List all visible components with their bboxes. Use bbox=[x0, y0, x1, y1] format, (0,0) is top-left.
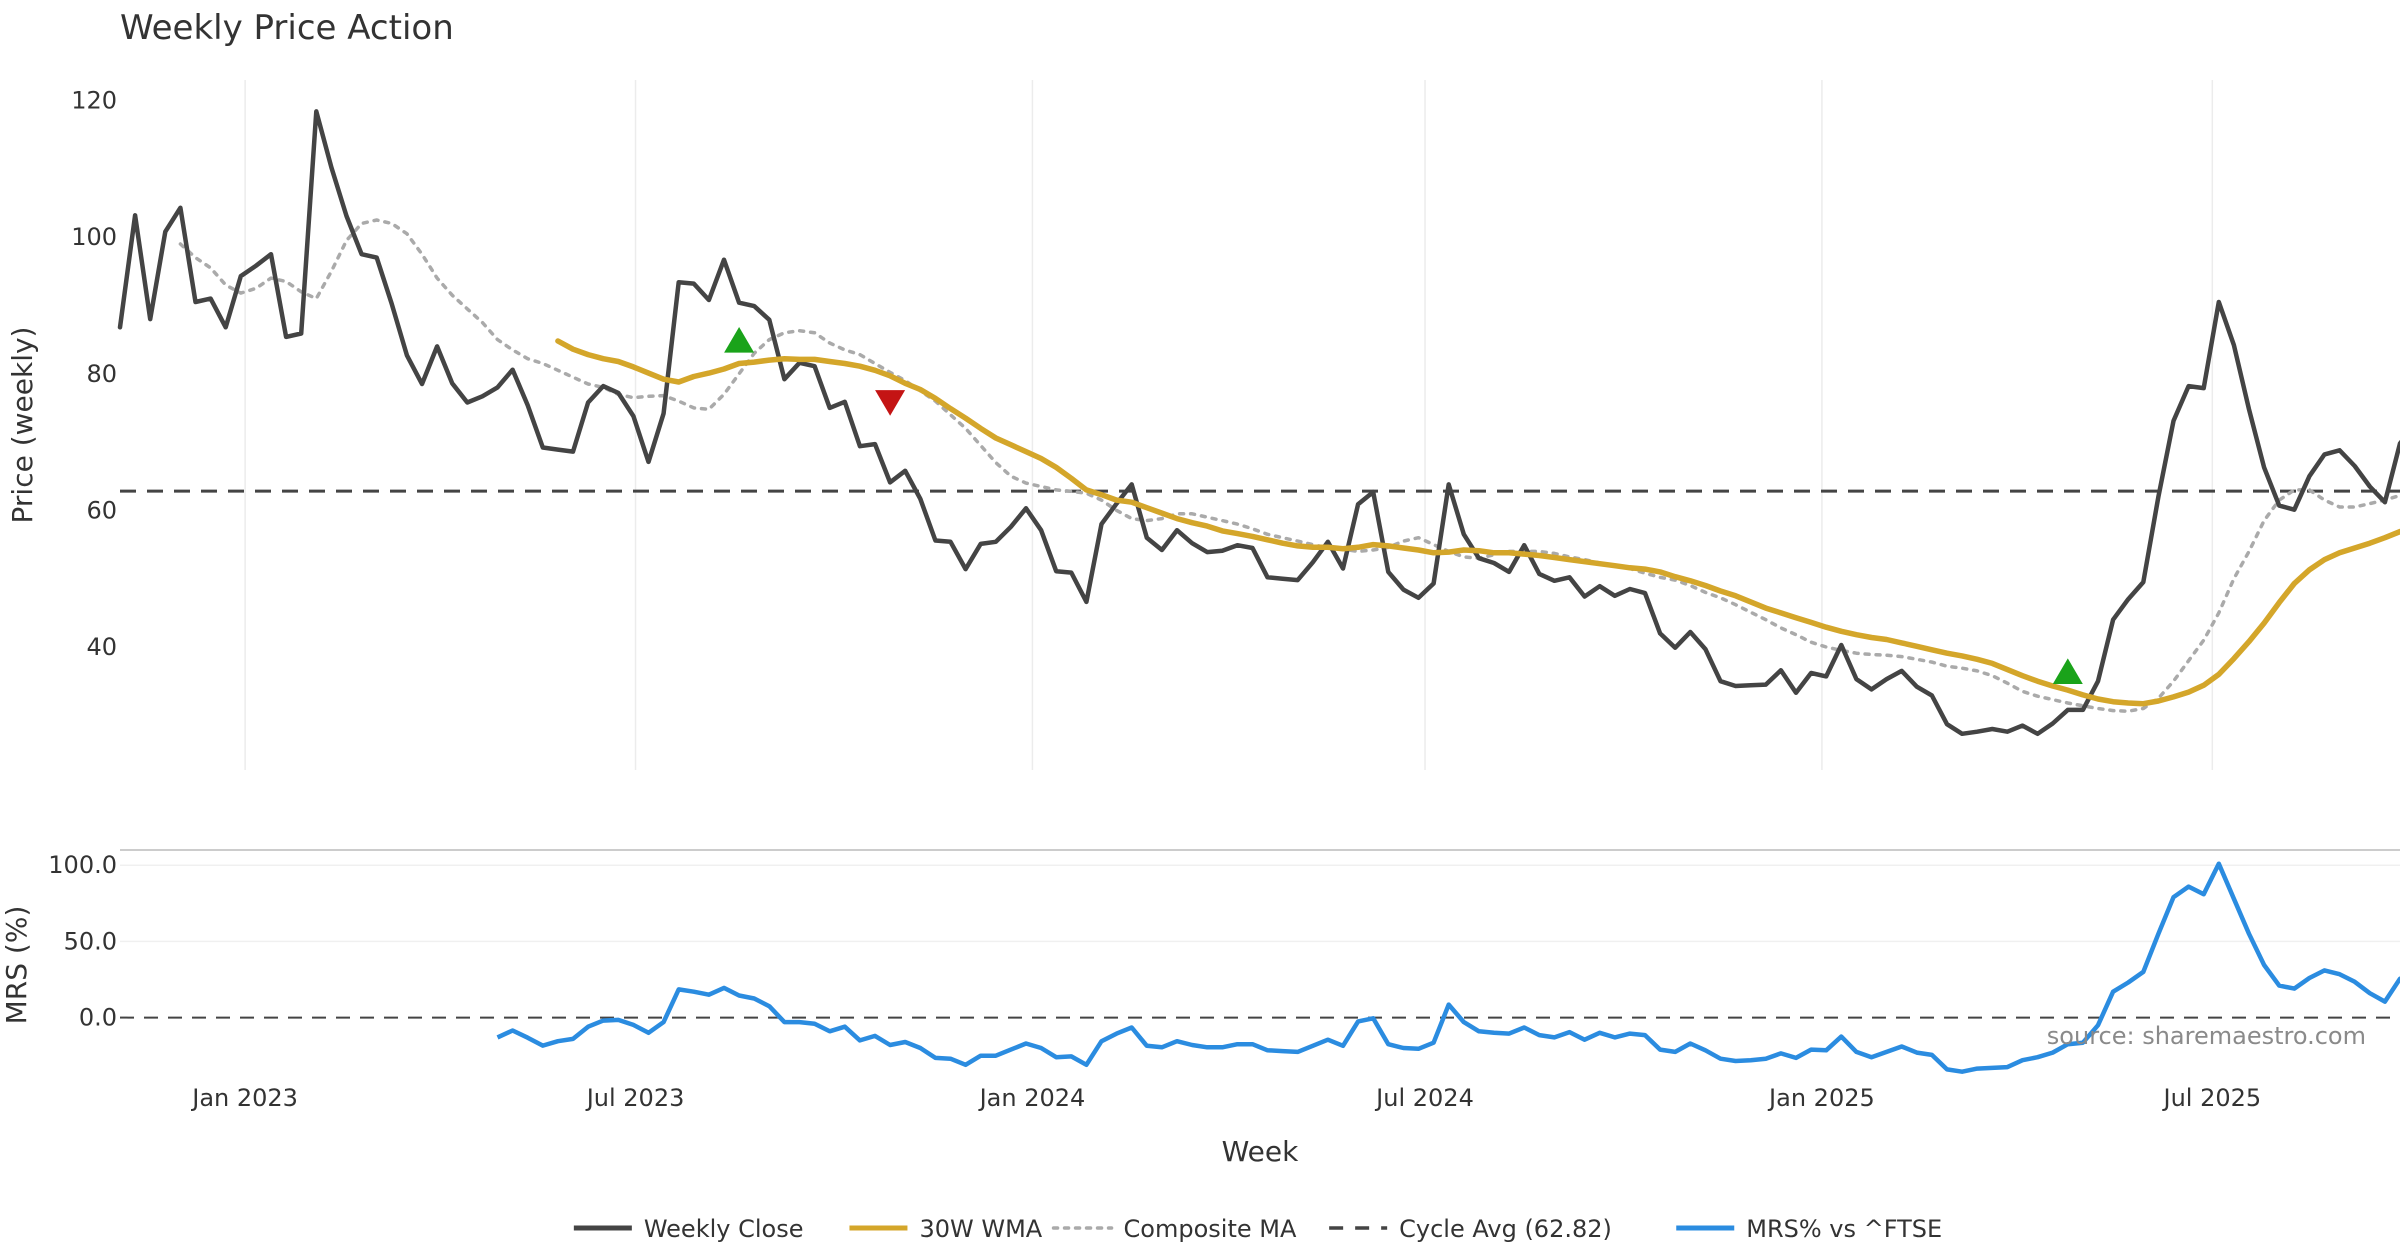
mrs-y-tick-label: 100.0 bbox=[48, 851, 117, 879]
legend-label: MRS% vs ^FTSE bbox=[1746, 1215, 1942, 1243]
legend-label: Cycle Avg (62.82) bbox=[1399, 1215, 1612, 1243]
buy-signal-marker bbox=[2052, 658, 2083, 684]
wma-30w-line bbox=[555, 338, 2400, 707]
legend-label: Weekly Close bbox=[644, 1215, 804, 1243]
x-tick-label: Jan 2023 bbox=[190, 1084, 298, 1112]
price-series bbox=[117, 109, 2400, 737]
sell-signal-marker bbox=[875, 390, 906, 416]
composite-ma-line bbox=[178, 218, 2400, 713]
x-ticks: Jan 2023 Jul 2023 Jan 2024 Jul 2024 Jan 2025… bbox=[190, 1084, 2261, 1112]
mrs-y-axis-label: MRS (%) bbox=[0, 906, 33, 1025]
x-tick-label: Jan 2025 bbox=[1767, 1084, 1875, 1112]
price-y-tick-label: 40 bbox=[86, 633, 117, 661]
x-tick-label: Jul 2023 bbox=[585, 1084, 685, 1112]
price-y-axis-label: Price (weekly) bbox=[6, 327, 39, 524]
price-y-tick-label: 60 bbox=[86, 496, 117, 524]
buy-signal-marker bbox=[724, 327, 755, 353]
price-y-tick-label: 80 bbox=[86, 360, 117, 388]
price-grid bbox=[244, 80, 2214, 770]
x-tick-label: Jul 2024 bbox=[1374, 1084, 1474, 1112]
mrs-y-tick-label: 50.0 bbox=[64, 927, 117, 955]
mrs-y-tick-label: 0.0 bbox=[79, 1004, 117, 1032]
mrs-grid bbox=[120, 849, 2400, 943]
legend-label: 30W WMA bbox=[919, 1215, 1042, 1243]
price-y-ticks: 40 60 80 100 120 bbox=[71, 86, 117, 661]
x-tick-label: Jan 2024 bbox=[978, 1084, 1086, 1112]
reference-lines bbox=[120, 489, 2400, 1019]
mrs-line bbox=[496, 861, 2400, 1074]
legend-label: Composite MA bbox=[1124, 1215, 1297, 1243]
x-tick-label: Jul 2025 bbox=[2162, 1084, 2262, 1112]
mrs-y-ticks: 0.0 50.0 100.0 bbox=[48, 851, 117, 1031]
signal-markers bbox=[724, 327, 2083, 684]
x-axis-label: Week bbox=[1222, 1135, 1299, 1168]
price-y-tick-label: 100 bbox=[71, 223, 117, 251]
source-note: source: sharemaestro.com bbox=[2047, 1022, 2366, 1050]
legend: Weekly Close 30W WMA Composite MA Cycle Avg… bbox=[573, 1215, 1942, 1243]
weekly-close-line bbox=[117, 109, 2400, 737]
price-y-tick-label: 120 bbox=[71, 86, 117, 114]
chart-title: Weekly Price Action bbox=[120, 8, 454, 48]
mrs-series bbox=[496, 861, 2400, 1074]
